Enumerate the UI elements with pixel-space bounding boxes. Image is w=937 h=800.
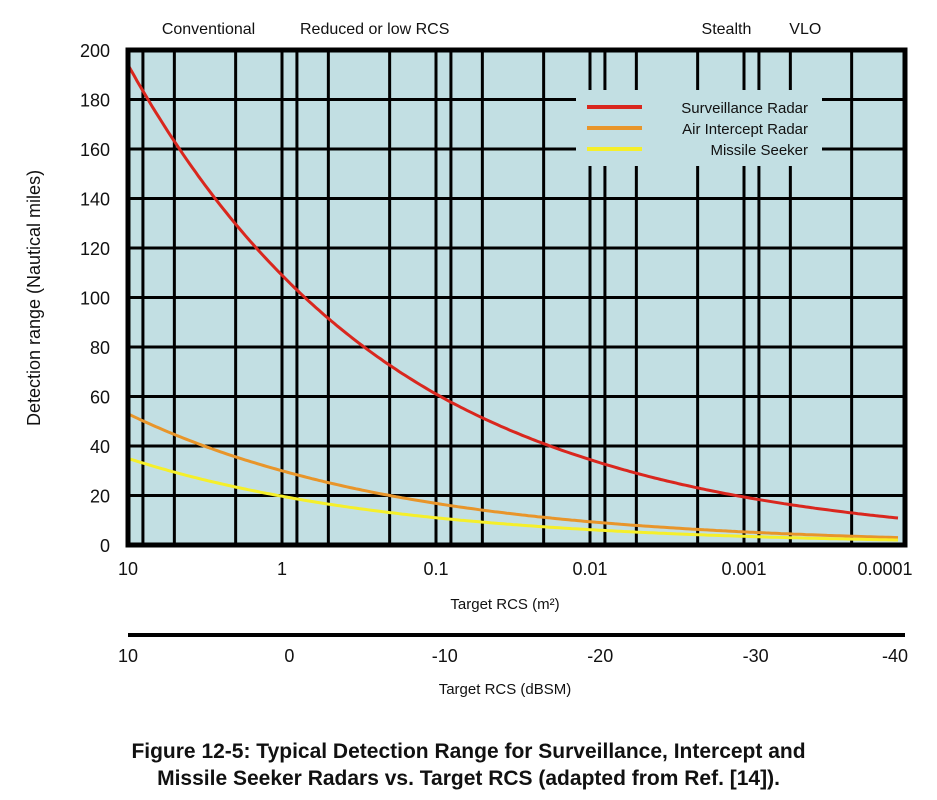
- dbsm-tick-label: -30: [743, 646, 769, 666]
- x-tick-label: 0.01: [572, 559, 607, 579]
- y-axis-label: Detection range (Nautical miles): [24, 170, 44, 426]
- dbsm-axis-label: Target RCS (dBSM): [439, 681, 572, 698]
- caption-line-1: Figure 12-5: Typical Detection Range for…: [131, 740, 806, 763]
- y-tick-label: 40: [90, 437, 110, 457]
- y-tick-label: 0: [100, 536, 110, 556]
- y-tick-label: 180: [80, 91, 110, 111]
- x-axis-label: Target RCS (m²): [450, 596, 559, 613]
- y-tick-label: 160: [80, 140, 110, 160]
- x-tick-label: 1: [277, 559, 287, 579]
- category-annotation: Stealth: [702, 21, 752, 38]
- x-tick-label: 0.001: [721, 559, 766, 579]
- y-tick-label: 80: [90, 338, 110, 358]
- figure-caption: Figure 12-5: Typical Detection Range for…: [0, 738, 937, 792]
- category-annotation: VLO: [789, 21, 821, 38]
- y-tick-label: 20: [90, 487, 110, 507]
- plot-border: [125, 47, 908, 548]
- y-tick-label: 140: [80, 190, 110, 210]
- series-line-1: [127, 412, 899, 540]
- legend-label-2: Missile Seeker: [710, 142, 808, 159]
- category-annotation: Conventional: [162, 21, 255, 38]
- legend-label-1: Air Intercept Radar: [682, 121, 808, 138]
- y-tick-label: 100: [80, 289, 110, 309]
- y-tick-label: 200: [80, 41, 110, 61]
- dbsm-tick-label: -10: [432, 646, 458, 666]
- legend-label-0: Surveillance Radar: [681, 100, 808, 117]
- dbsm-tick-label: -40: [882, 646, 908, 666]
- dbsm-tick-label: 10: [118, 646, 138, 666]
- y-tick-label: 60: [90, 388, 110, 408]
- y-tick-label: 120: [80, 239, 110, 259]
- x-tick-label: 0.1: [423, 559, 448, 579]
- x-tick-label: 0.0001: [857, 559, 912, 579]
- caption-line-2: Missile Seeker Radars vs. Target RCS (ad…: [157, 767, 780, 790]
- category-annotation: Reduced or low RCS: [300, 21, 449, 38]
- dbsm-tick-label: -20: [587, 646, 613, 666]
- series-line-2: [127, 456, 898, 542]
- x-tick-label: 10: [118, 559, 138, 579]
- dbsm-tick-label: 0: [284, 646, 294, 666]
- series-line-0: [126, 64, 899, 520]
